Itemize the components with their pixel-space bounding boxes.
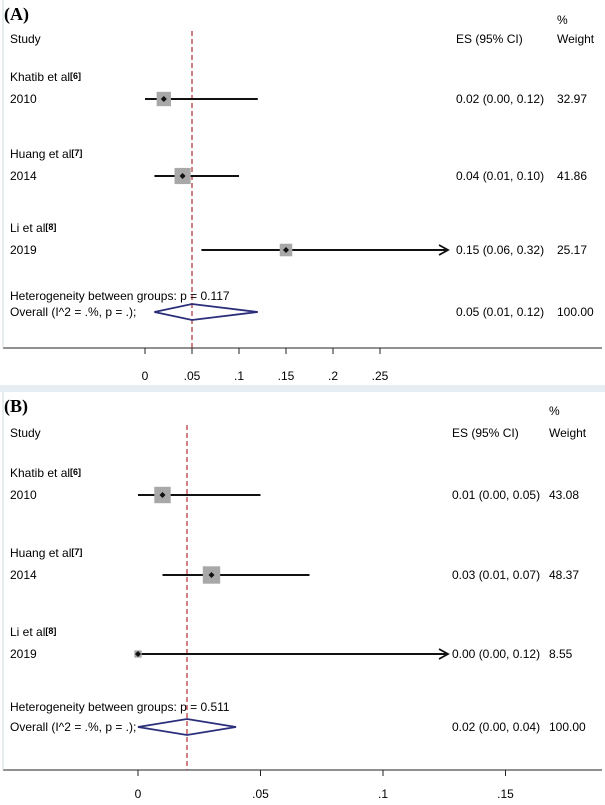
study-es-ci: 0.04 (0.01, 0.10) — [456, 169, 544, 183]
study-weight: 43.08 — [549, 488, 579, 502]
study-reference: [6] — [70, 467, 81, 477]
point-estimate-marker — [159, 492, 166, 498]
overall-diamond — [154, 303, 258, 321]
x-axis-tick-label: .15 — [278, 369, 295, 383]
column-header-es: ES (95% CI) — [452, 426, 519, 440]
ci-arrow-icon — [438, 648, 450, 660]
overall-es-ci: 0.02 (0.00, 0.04) — [452, 720, 540, 734]
panel-b-label: (B) — [4, 396, 28, 416]
x-axis-tick-label: .15 — [497, 787, 514, 800]
forest-plot-b: Study ES (95% CI)% Weight 0 .05 .1 .15 Khatib e… — [2, 392, 602, 801]
point-estimate-marker — [179, 173, 186, 179]
study-es-ci: 0.15 (0.06, 0.32) — [456, 243, 544, 257]
study-year: 2010 — [10, 488, 37, 502]
x-axis-tick-label: .25 — [372, 369, 389, 383]
study-year: 2010 — [10, 92, 37, 106]
study-name: Li et al — [10, 221, 45, 235]
column-header-percent: % — [557, 13, 568, 27]
x-axis-tick-label: 0 — [135, 787, 142, 800]
ci-arrow-icon — [438, 244, 450, 256]
overall-weight: 100.00 — [549, 720, 586, 734]
study-name: Khatib et al — [10, 70, 70, 84]
point-estimate-marker — [160, 96, 167, 102]
study-weight: 48.37 — [549, 568, 579, 582]
study-es-ci: 0.03 (0.01, 0.07) — [452, 568, 540, 582]
x-axis-tick-label: 0 — [142, 369, 149, 383]
column-header-study: Study — [10, 426, 41, 440]
study-reference: [6] — [70, 71, 81, 81]
point-estimate-marker — [283, 247, 289, 253]
point-estimate-marker — [135, 651, 141, 657]
study-weight: 25.17 — [557, 243, 587, 257]
study-reference: [8] — [45, 222, 56, 232]
forest-plot-a: Study ES (95% CI)% Weight 0 .05 .1 .15 .2 .25 Kha… — [2, 0, 602, 383]
column-header-percent: % — [549, 404, 560, 418]
x-axis-tick-label: .05 — [184, 369, 201, 383]
study-year: 2014 — [10, 169, 37, 183]
overall-diamond — [137, 718, 237, 736]
panel-a-label: (A) — [4, 4, 29, 24]
study-reference: [7] — [71, 148, 82, 158]
study-es-ci: 0.01 (0.00, 0.05) — [452, 488, 540, 502]
x-axis-tick-label: .1 — [378, 787, 388, 800]
x-axis-tick-label: .2 — [328, 369, 338, 383]
panel-b: (B) Study ES (95% CI)% Weight 0 .05 .1 .15 Khat… — [0, 392, 605, 801]
panel-separator — [0, 385, 605, 392]
x-axis-tick-label: .05 — [252, 787, 269, 800]
study-weight: 32.97 — [557, 92, 587, 106]
study-year: 2019 — [10, 647, 37, 661]
study-es-ci: 0.00 (0.00, 0.12) — [452, 647, 540, 661]
panel-a: (A) Study ES (95% CI)% Weight 0 .05 .1 .15 .2 .2… — [0, 0, 605, 385]
study-weight: 41.86 — [557, 169, 587, 183]
overall-label: Overall (I^2 = .%, p = .); — [10, 720, 136, 734]
study-es-ci: 0.02 (0.00, 0.12) — [456, 92, 544, 106]
study-name: Li et al — [10, 625, 45, 639]
column-header-weight: Weight — [549, 426, 587, 440]
study-reference: [7] — [71, 547, 82, 557]
heterogeneity-text: Heterogeneity between groups: p = 0.117 — [10, 289, 230, 303]
overall-es-ci: 0.05 (0.01, 0.12) — [456, 305, 544, 319]
column-header-study: Study — [10, 32, 41, 46]
column-header-es: ES (95% CI) — [456, 32, 523, 46]
heterogeneity-text: Heterogeneity between groups: p = 0.511 — [10, 700, 230, 714]
study-reference: [8] — [45, 626, 56, 636]
study-name: Huang et al — [10, 546, 71, 560]
study-year: 2014 — [10, 568, 37, 582]
study-year: 2019 — [10, 243, 37, 257]
point-estimate-marker — [208, 572, 215, 578]
column-header-weight: Weight — [557, 32, 595, 46]
overall-label: Overall (I^2 = .%, p = .); — [10, 305, 136, 319]
study-weight: 8.55 — [549, 647, 573, 661]
study-name: Huang et al — [10, 147, 71, 161]
x-axis-tick-label: .1 — [234, 369, 244, 383]
overall-weight: 100.00 — [557, 305, 594, 319]
study-name: Khatib et al — [10, 466, 70, 480]
